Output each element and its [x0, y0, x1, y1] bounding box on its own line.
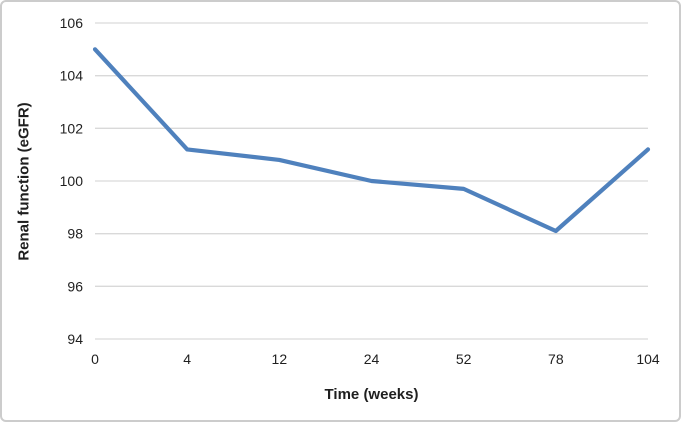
x-tick-label: 4	[183, 351, 191, 367]
x-tick-label: 52	[456, 351, 472, 367]
y-tick-label: 94	[67, 331, 83, 347]
y-tick-label: 100	[60, 173, 84, 189]
egfr-series-line	[92, 47, 651, 234]
x-tick-label: 0	[91, 351, 99, 367]
x-tick-label: 104	[636, 351, 660, 367]
y-tick-label: 98	[67, 226, 83, 242]
y-tick-label: 106	[60, 15, 84, 31]
y-axis-title: Renal function (eGFR)	[15, 102, 33, 261]
x-axis-title: Time (weeks)	[324, 386, 419, 403]
x-tick-label: 78	[548, 351, 564, 367]
y-tick-label: 96	[67, 278, 83, 294]
x-tick-label: 12	[272, 351, 288, 367]
y-tick-label: 102	[60, 120, 84, 136]
y-tick-label: 104	[60, 68, 84, 84]
x-tick-label: 24	[364, 351, 380, 367]
